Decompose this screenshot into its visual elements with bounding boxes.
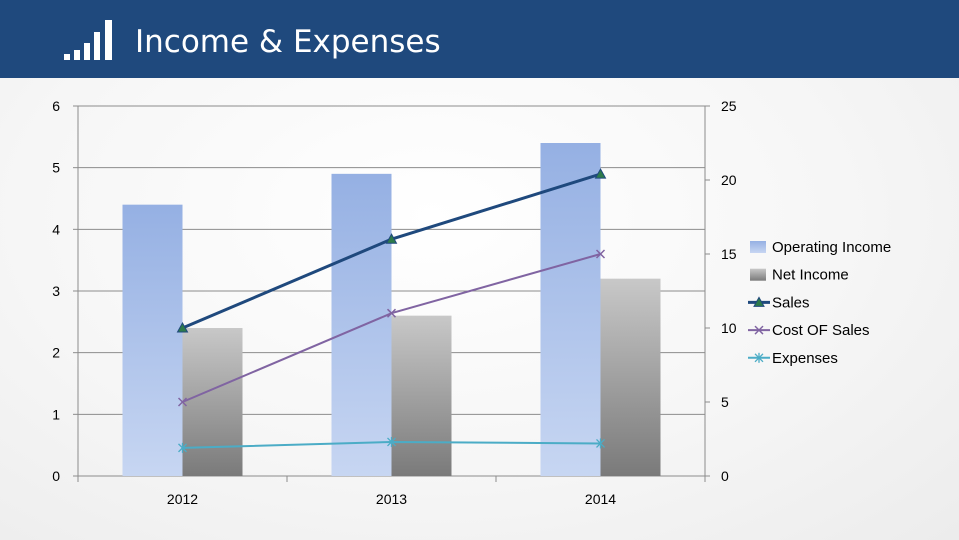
y-left-tick-label: 4 xyxy=(52,221,60,237)
net-income-bar xyxy=(391,315,452,476)
y-left-tick-label: 3 xyxy=(52,283,60,299)
legend-item: Operating Income xyxy=(750,239,891,256)
lines xyxy=(176,168,607,453)
legend-swatch xyxy=(750,241,766,253)
income-expenses-chart: 0 1 2 3 4 5 6 0 5 10 15 20 25 2012 2013 2014 Operating … xyxy=(52,98,891,507)
legend-marker xyxy=(753,296,765,307)
legend-label: Sales xyxy=(772,294,810,311)
x-tick-label: 2012 xyxy=(167,491,198,507)
legend-label: Net Income xyxy=(772,267,849,284)
expenses-point xyxy=(178,442,187,453)
sales-point xyxy=(385,233,398,244)
legend-item: Net Income xyxy=(750,267,849,284)
marker-stroke xyxy=(595,249,606,259)
cost-of-sales-point xyxy=(595,249,606,259)
marker-stroke xyxy=(754,325,764,335)
y-right-tick-label: 15 xyxy=(721,246,737,262)
net-income-bar xyxy=(600,278,661,476)
cost-of-sales-point xyxy=(177,397,188,407)
legend-label: Operating Income xyxy=(772,239,891,256)
y-left-tick-label: 5 xyxy=(52,160,60,176)
page-title: Income & Expenses xyxy=(135,24,441,60)
y-left-tick-label: 6 xyxy=(52,98,60,114)
operating-income-bar xyxy=(122,204,183,476)
legend-label: Expenses xyxy=(772,350,838,367)
y-right-tick-label: 10 xyxy=(721,320,737,336)
y-right-tick-label: 5 xyxy=(721,394,729,410)
legend-marker xyxy=(754,352,764,363)
expenses-point xyxy=(596,438,605,449)
operating-income-bar xyxy=(540,143,601,476)
sales-point xyxy=(594,168,607,179)
cost-of-sales-point xyxy=(386,308,397,318)
legend-item: Sales xyxy=(748,294,810,311)
marker-stroke xyxy=(177,397,188,407)
legend-item: Cost OF Sales xyxy=(748,322,870,339)
x-tick-label: 2013 xyxy=(376,491,407,507)
net-income-bar xyxy=(182,328,243,476)
legend-swatch xyxy=(750,268,766,281)
legend: Operating Income Net Income Sales Cost OF S… xyxy=(748,239,891,367)
legend-marker xyxy=(754,325,764,335)
expenses-point xyxy=(387,436,396,447)
y-right-tick-label: 20 xyxy=(721,172,737,188)
legend-item: Expenses xyxy=(748,350,838,367)
sales-point xyxy=(176,321,189,333)
y-right-tick-label: 0 xyxy=(721,468,729,484)
y-left-tick-label: 2 xyxy=(52,345,60,361)
y-right-tick-label: 25 xyxy=(721,98,737,114)
bars xyxy=(122,143,661,476)
y-left-tick-label: 0 xyxy=(52,468,60,484)
signal-bars-icon xyxy=(64,20,112,60)
marker-stroke xyxy=(386,308,397,318)
x-tick-label: 2014 xyxy=(585,491,616,507)
header-bar: Income & Expenses xyxy=(0,0,959,78)
tick-labels: 0 1 2 3 4 5 6 0 5 10 15 20 25 2012 2013 2014 xyxy=(52,98,737,507)
y-left-tick-label: 1 xyxy=(52,406,60,422)
legend-label: Cost OF Sales xyxy=(772,322,870,339)
